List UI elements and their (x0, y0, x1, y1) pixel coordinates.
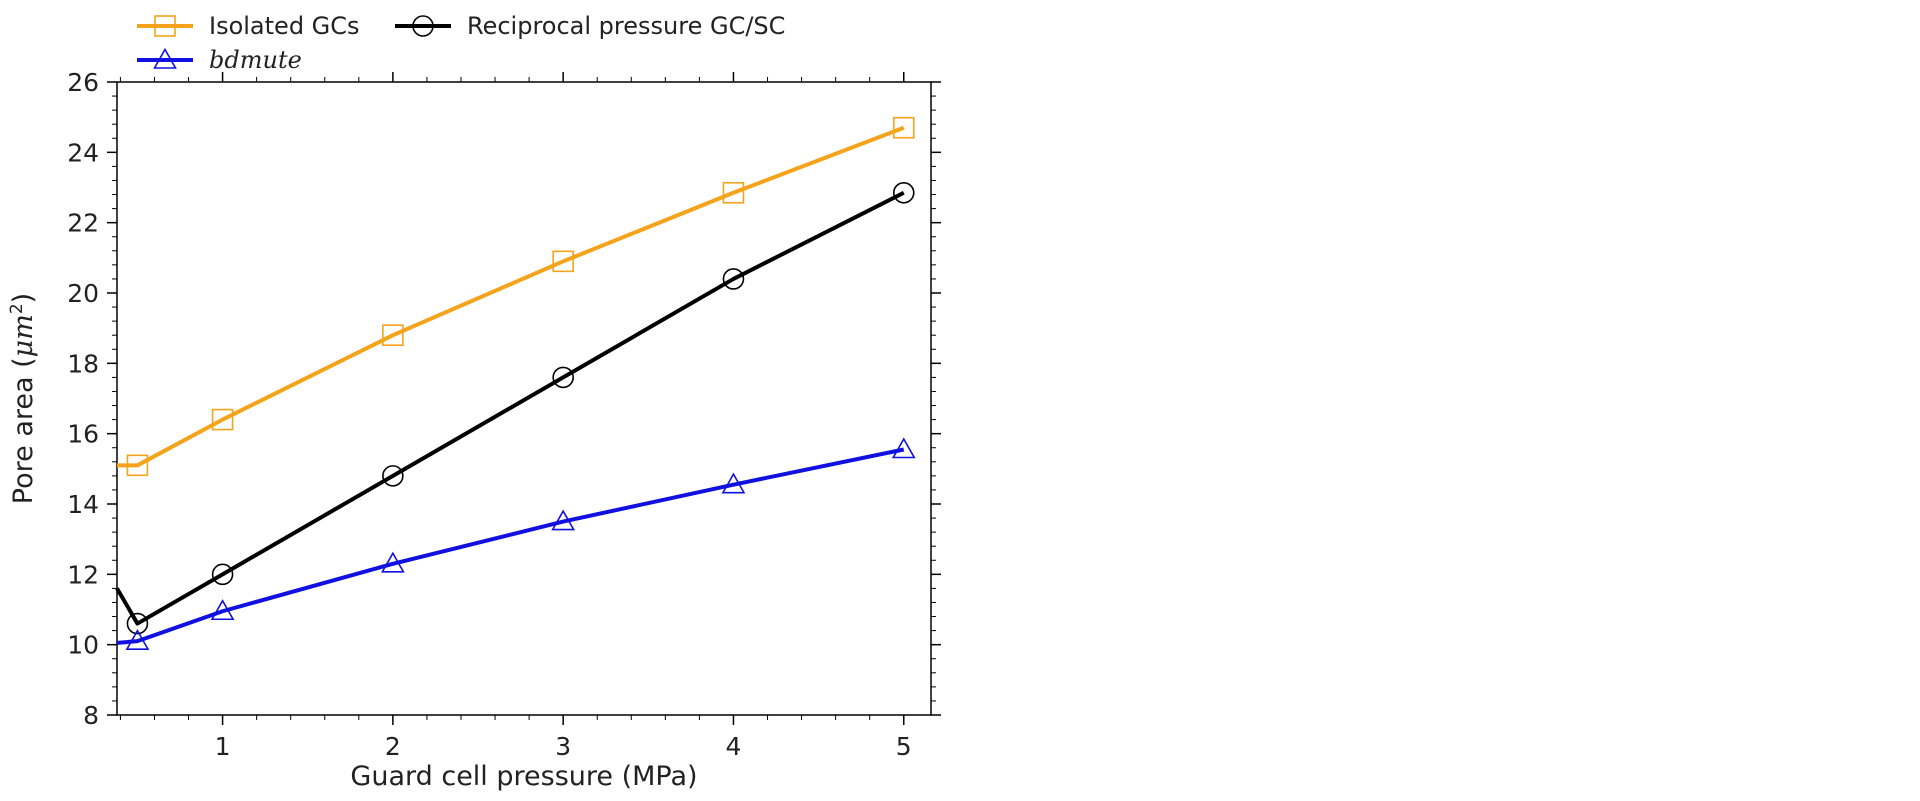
x-tick-label: 1 (215, 732, 231, 761)
series-line (117, 125, 905, 468)
y-axis: 8 10 12 14 16 18 20 22 24 26 (67, 68, 941, 730)
data-point-marker (210, 599, 235, 621)
data-point-marker (126, 612, 149, 635)
legend-marker (154, 15, 176, 37)
y-tick-label: 12 (67, 560, 99, 589)
legend-item: Isolated GCs (137, 12, 360, 40)
data-point-marker (721, 472, 746, 494)
y-tick-label: 20 (67, 279, 99, 308)
y-tick-label: 22 (67, 209, 99, 238)
data-point-marker (211, 563, 234, 586)
x-axis: 1 2 3 4 5 (119, 72, 912, 761)
x-tick-label: 3 (555, 732, 571, 761)
legend-label: bdmute (209, 46, 302, 74)
y-axis-label: Pore area (μm2) (7, 293, 39, 504)
data-point-marker (891, 437, 916, 459)
y-tick-label: 18 (67, 349, 99, 378)
data-point-marker (552, 366, 574, 389)
data-point-marker (381, 551, 405, 573)
series-line (116, 447, 905, 645)
series-1 (115, 181, 915, 635)
x-tick-label: 4 (726, 732, 742, 761)
legend-item: bdmute (137, 46, 302, 74)
series-line (115, 190, 905, 626)
series-2 (116, 437, 916, 650)
series-0 (117, 116, 915, 477)
y-tick-label: 16 (67, 420, 99, 449)
y-tick-label: 24 (67, 138, 99, 167)
data-point-marker (722, 268, 745, 290)
legend: Isolated GCs Reciprocal pressure GC/SC bdm… (137, 12, 785, 74)
legend-label: Reciprocal pressure GC/SC (467, 12, 785, 40)
data-point-marker (125, 629, 150, 650)
series-layer (115, 116, 916, 650)
data-point-marker (382, 324, 404, 347)
data-point-marker (382, 465, 404, 487)
data-point-marker (722, 181, 745, 204)
x-tick-label: 5 (896, 732, 912, 761)
legend-marker (153, 47, 177, 69)
y-tick-label: 8 (83, 701, 99, 730)
data-point-marker (126, 454, 149, 477)
x-tick-label: 2 (385, 732, 401, 761)
axes-frame (116, 81, 932, 716)
legend-marker (412, 15, 434, 37)
data-point-marker (551, 509, 576, 531)
y-tick-label: 26 (67, 68, 99, 97)
data-point-marker (892, 116, 915, 139)
legend-item: Reciprocal pressure GC/SC (395, 12, 785, 40)
y-tick-label: 10 (67, 631, 99, 660)
data-point-marker (552, 250, 574, 273)
data-point-marker (892, 181, 915, 204)
legend-label: Isolated GCs (209, 12, 360, 40)
x-axis-label: Guard cell pressure (MPa) (350, 761, 697, 792)
data-point-marker (211, 408, 234, 431)
y-tick-label: 14 (67, 490, 99, 519)
